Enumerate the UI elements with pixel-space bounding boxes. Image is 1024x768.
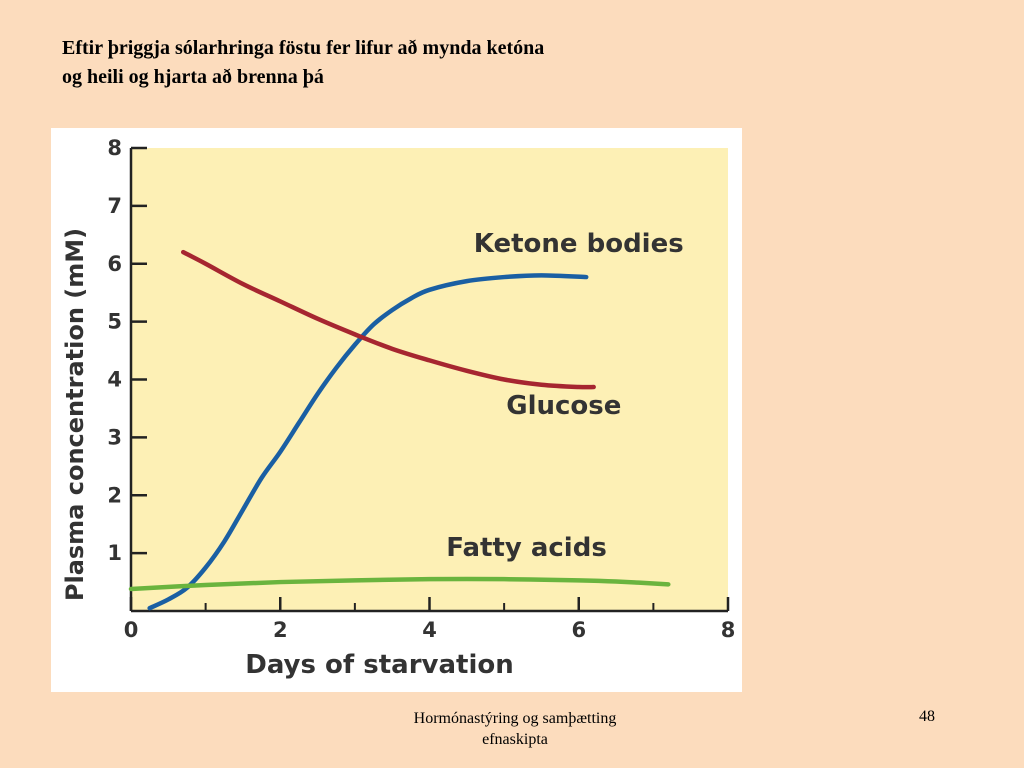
x-tick-label: 8: [721, 618, 736, 642]
y-tick-label: 7: [107, 194, 122, 218]
y-tick-label: 5: [107, 310, 122, 334]
x-axis-label: Days of starvation: [245, 650, 514, 680]
series-line-ketone-bodies: [147, 273, 589, 611]
footer-line-1: Hormónastýring og samþætting: [413, 710, 617, 727]
x-tick-label: 6: [571, 618, 586, 642]
y-tick-label: 1: [107, 541, 122, 565]
y-tick-label: 6: [107, 252, 122, 276]
chart-figure: 0 2 4 6 8 1 2 3 4 5 6 7 8 Ketone bodies Glucose Fatty …: [51, 128, 742, 692]
series-label-fatty-acids: Fatty acids: [446, 533, 607, 563]
series-label-ketone-bodies: Ketone bodies: [474, 229, 684, 259]
y-tick-label: 4: [107, 368, 122, 392]
slide-title-line-1: Eftir þriggja sólarhringa föstu fer lifu…: [62, 37, 545, 59]
slide-title-line-2: og heili og hjarta að brenna þá: [62, 66, 324, 88]
line-chart: 0 2 4 6 8 1 2 3 4 5 6 7 8 Ketone bodies Glucose Fatty …: [61, 136, 736, 680]
slide-title: Eftir þriggja sólarhringa föstu fer lifu…: [62, 34, 762, 92]
slide-footer: Hormónastýring og samþætting efnaskipta: [360, 708, 670, 750]
plot-background: [131, 148, 728, 611]
series-line-glucose: [180, 249, 596, 390]
x-tick-label: 4: [422, 618, 437, 642]
y-tick-label: 2: [107, 483, 122, 507]
y-axis-label: Plasma concentration (mM): [61, 228, 89, 601]
y-tick-label: 8: [107, 136, 122, 160]
x-tick-label: 0: [124, 618, 139, 642]
page-number: 48: [919, 708, 935, 725]
footer-line-2: efnaskipta: [482, 731, 548, 748]
series-label-glucose: Glucose: [506, 391, 621, 421]
y-tick-label: 3: [107, 425, 122, 449]
series-line-fatty-acids: [128, 576, 671, 592]
x-tick-label: 2: [273, 618, 288, 642]
